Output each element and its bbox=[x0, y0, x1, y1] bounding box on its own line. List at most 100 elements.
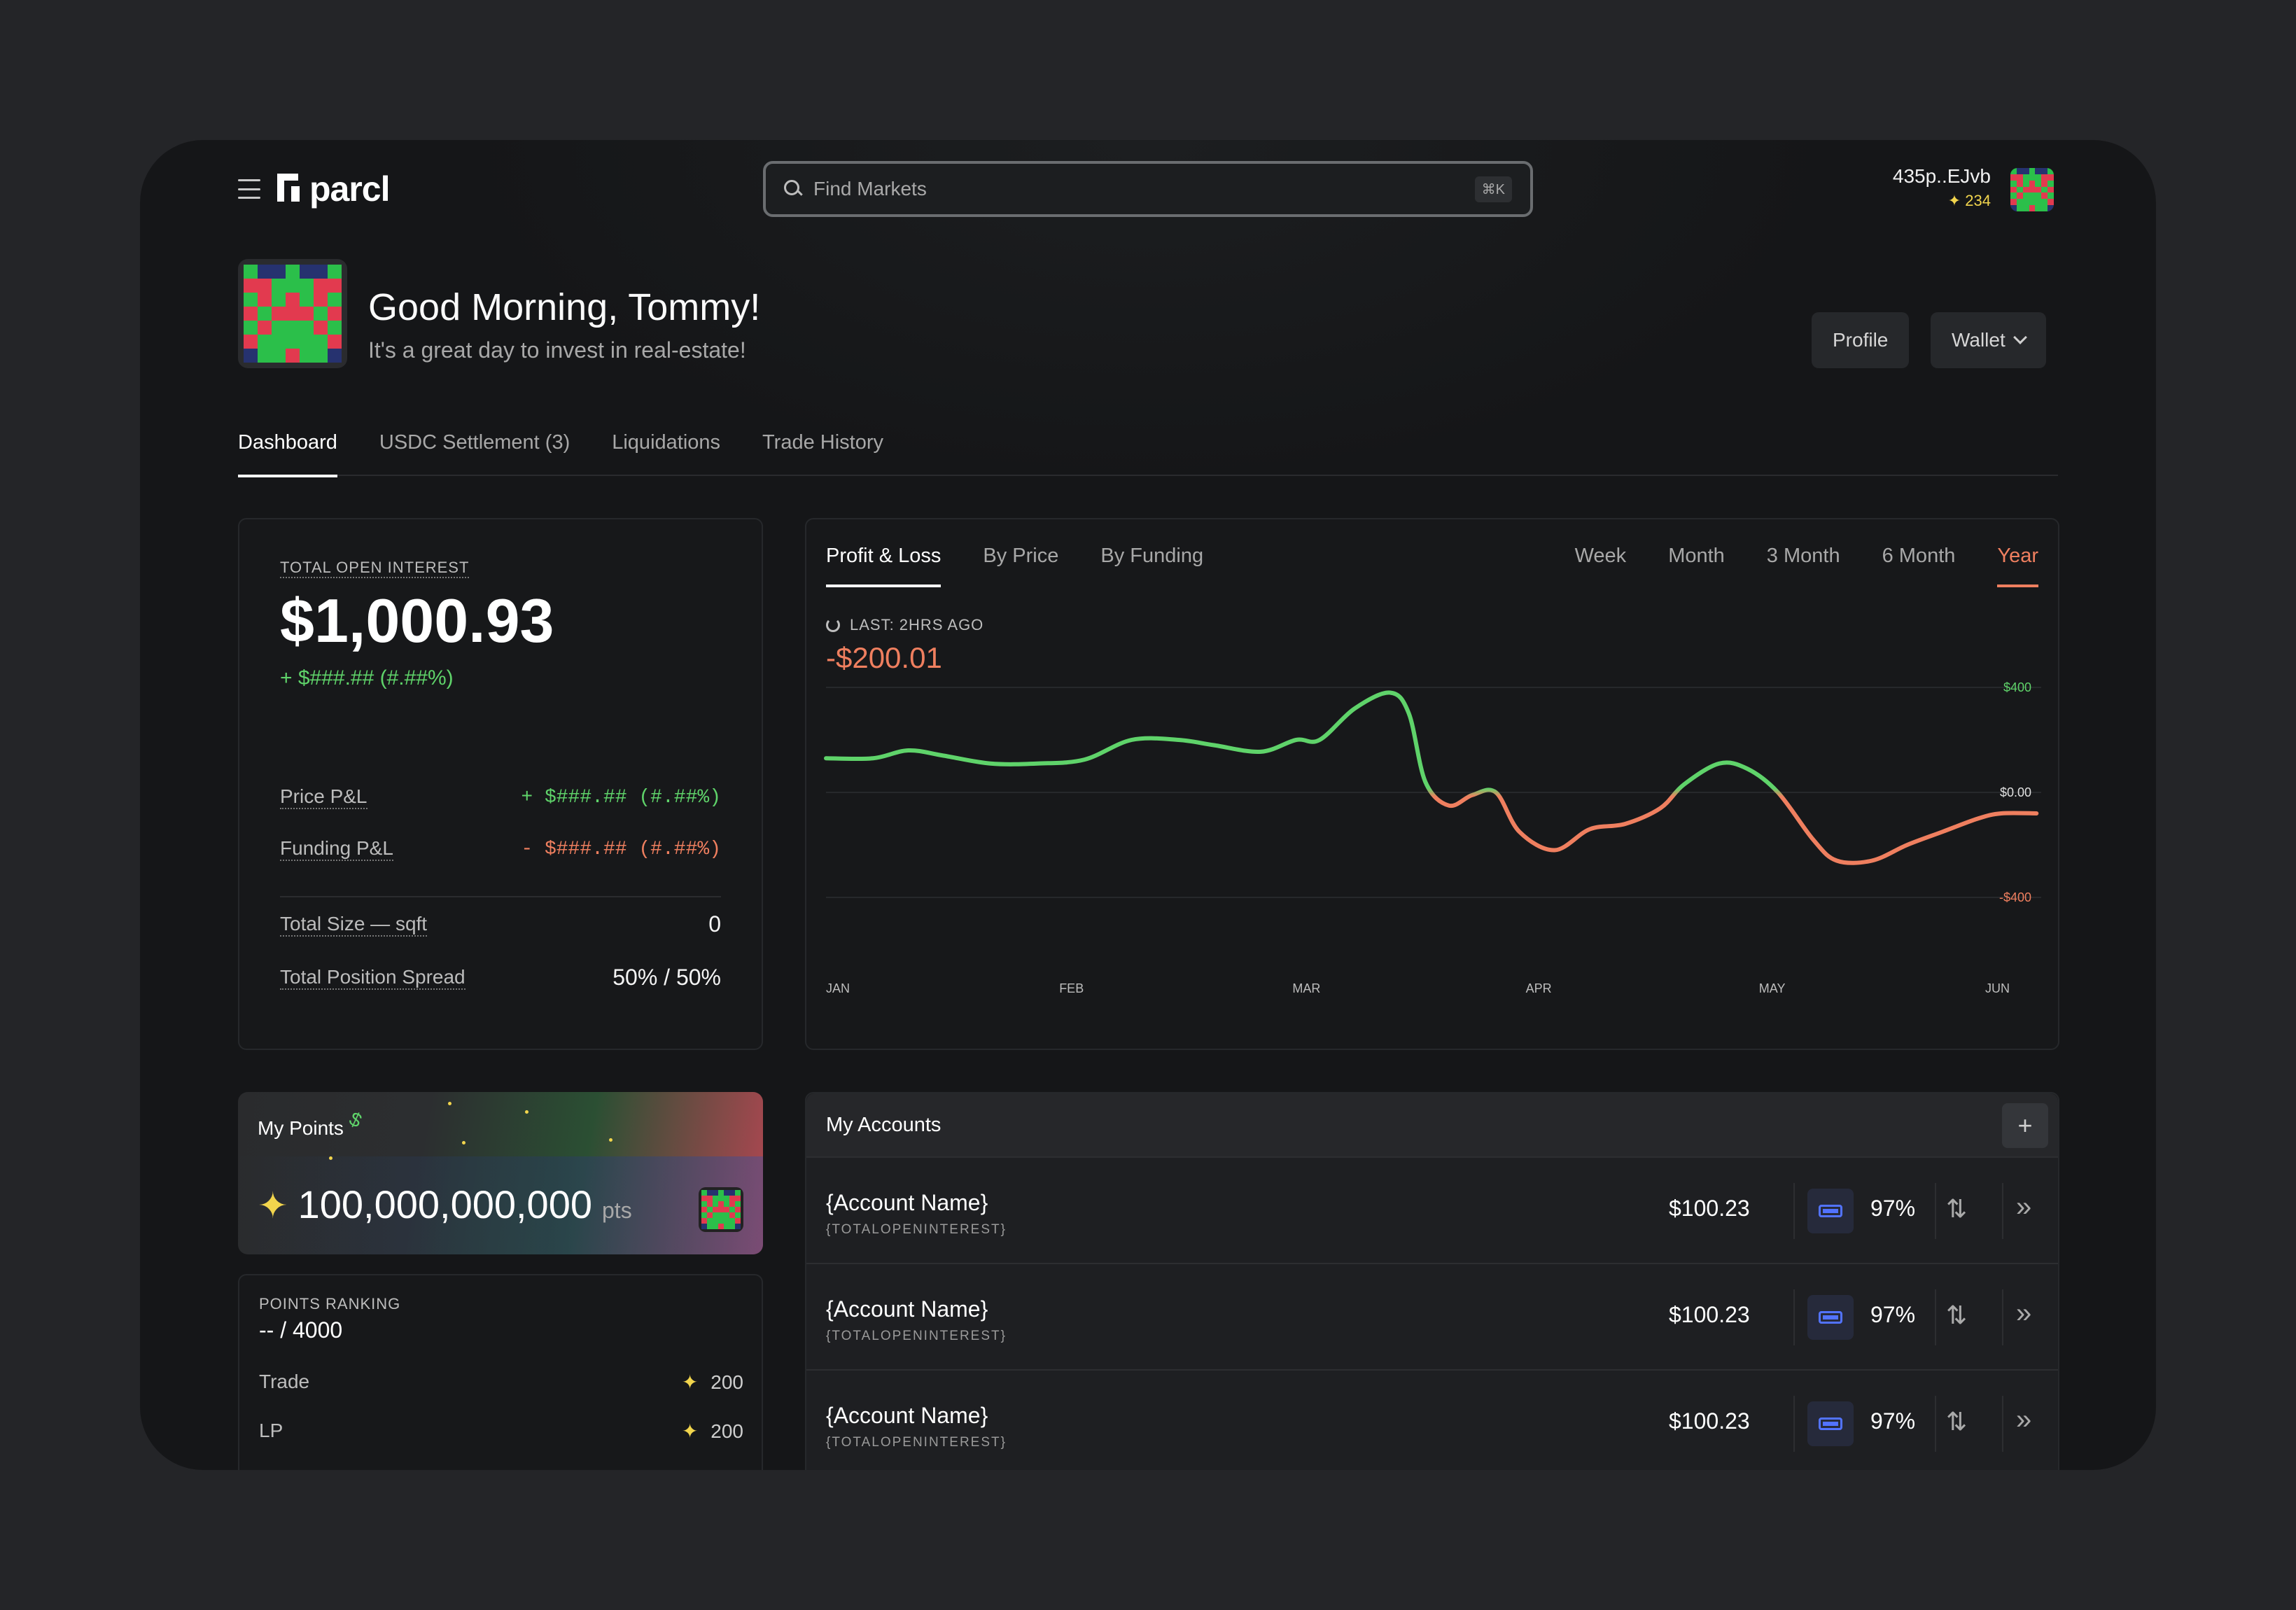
sparkle-icon bbox=[448, 1102, 451, 1105]
tab-trade-history[interactable]: Trade History bbox=[762, 431, 883, 454]
tab-profit-loss[interactable]: Profit & Loss bbox=[826, 545, 941, 587]
refresh-icon[interactable] bbox=[826, 618, 840, 632]
battery-icon bbox=[1819, 1311, 1842, 1324]
position-spread-value: 50% / 50% bbox=[612, 965, 721, 990]
price-pnl-value: + $###.## (#.##%) bbox=[521, 786, 721, 808]
double-chevron-right-icon[interactable]: » bbox=[2016, 1298, 2032, 1329]
swap-icon[interactable]: ⇅ bbox=[1946, 1301, 1968, 1329]
points-total: ✦ 100,000,000,000 pts bbox=[258, 1182, 632, 1227]
profile-button-label: Profile bbox=[1833, 329, 1889, 351]
tab-by-funding[interactable]: By Funding bbox=[1100, 545, 1204, 567]
swap-icon[interactable]: ⇅ bbox=[1946, 1194, 1968, 1223]
battery-icon bbox=[1819, 1205, 1842, 1217]
double-chevron-right-icon[interactable]: » bbox=[2016, 1404, 2032, 1435]
ranking-row-trade: Trade ✦ 200 bbox=[259, 1371, 743, 1394]
tab-liquidations[interactable]: Liquidations bbox=[612, 431, 721, 454]
range-month[interactable]: Month bbox=[1668, 545, 1725, 567]
account-row[interactable]: {Account Name} {TOTALOPENINTEREST} $100.… bbox=[806, 1158, 2058, 1264]
wallet-address: 435p..EJvb bbox=[1892, 165, 1991, 187]
user-info[interactable]: 435p..EJvb ✦ 234 bbox=[1893, 165, 1991, 210]
tab-usdc-settlement[interactable]: USDC Settlement (3) bbox=[379, 431, 570, 454]
account-name: {Account Name} bbox=[826, 1403, 988, 1428]
battery-icon bbox=[1819, 1418, 1842, 1430]
range-week[interactable]: Week bbox=[1574, 545, 1627, 567]
open-interest-value: $1,000.93 bbox=[280, 586, 554, 655]
battery-badge bbox=[1807, 1295, 1854, 1340]
pnl-value: -$200.01 bbox=[826, 641, 942, 674]
account-value: $100.23 bbox=[1669, 1196, 1750, 1221]
account-row[interactable]: {Account Name} {TOTALOPENINTEREST} $100.… bbox=[806, 1371, 2058, 1470]
open-interest-card: TOTAL OPEN INTEREST $1,000.93 + $###.## … bbox=[238, 518, 763, 1050]
tab-dashboard[interactable]: Dashboard bbox=[238, 426, 337, 477]
pnl-chart-card: $400 $0.00 -$400 JAN FEB MAR APR MAY JUN Profit … bbox=[805, 518, 2059, 1050]
funding-pnl-row: Funding P&L - $###.## (#.##%) bbox=[280, 837, 721, 861]
sparkle-icon bbox=[462, 1141, 465, 1144]
range-year[interactable]: Year bbox=[1997, 545, 2038, 587]
divider bbox=[1793, 1289, 1795, 1345]
account-percent: 97% bbox=[1870, 1408, 1916, 1434]
account-sub: {TOTALOPENINTEREST} bbox=[826, 1222, 1007, 1237]
chart-tabs: Profit & Loss By Price By Funding bbox=[826, 545, 1203, 587]
funding-pnl-label[interactable]: Funding P&L bbox=[280, 837, 393, 861]
wallet-button[interactable]: Wallet bbox=[1931, 312, 2046, 368]
divider bbox=[1935, 1183, 1936, 1239]
my-accounts-card: My Accounts + {Account Name} {TOTALOPENI… bbox=[805, 1092, 2059, 1470]
greeting-title: Good Morning, Tommy! bbox=[368, 286, 761, 328]
app-window: parcl ⌘K 435p..EJvb ✦ 234 Good Morning, … bbox=[140, 140, 2156, 1470]
price-pnl-label[interactable]: Price P&L bbox=[280, 785, 368, 809]
stats-divider bbox=[280, 896, 721, 897]
double-chevron-right-icon[interactable]: » bbox=[2016, 1191, 2032, 1222]
hamburger-menu-icon[interactable] bbox=[238, 179, 260, 199]
swap-icon[interactable]: ⇅ bbox=[1946, 1407, 1968, 1436]
total-size-value: 0 bbox=[708, 911, 721, 937]
x-tick-label: MAR bbox=[1292, 981, 1320, 995]
tab-by-price[interactable]: By Price bbox=[983, 545, 1059, 567]
chevron-down-icon bbox=[2012, 330, 2027, 344]
range-3-month[interactable]: 3 Month bbox=[1766, 545, 1840, 567]
ranking-row-label: Trade bbox=[259, 1371, 310, 1392]
points-unit: pts bbox=[602, 1198, 632, 1223]
open-interest-change: + $###.## (#.##%) bbox=[280, 666, 454, 690]
total-size-row: Total Size — sqft 0 bbox=[280, 911, 721, 937]
total-size-label[interactable]: Total Size — sqft bbox=[280, 913, 428, 937]
points-avatar bbox=[699, 1187, 743, 1232]
profile-button[interactable]: Profile bbox=[1812, 312, 1910, 368]
logo-text: parcl bbox=[309, 169, 391, 209]
wallet-button-label: Wallet bbox=[1952, 329, 2005, 351]
parcl-logo[interactable]: parcl bbox=[277, 168, 391, 210]
parcl-logo-mark bbox=[277, 174, 304, 204]
my-points-card: My Points $ ✦ 100,000,000,000 pts bbox=[238, 1092, 763, 1254]
search-icon bbox=[784, 180, 802, 198]
battery-badge bbox=[1807, 1401, 1854, 1446]
ranking-value: -- / 4000 bbox=[259, 1317, 343, 1343]
open-interest-label: TOTAL OPEN INTEREST bbox=[280, 559, 470, 578]
main-tabs: Dashboard USDC Settlement (3) Liquidatio… bbox=[238, 426, 2058, 477]
user-avatar[interactable] bbox=[2010, 168, 2054, 211]
sparkle-icon bbox=[329, 1156, 332, 1160]
account-value: $100.23 bbox=[1669, 1408, 1750, 1434]
pnl-series-line bbox=[824, 690, 2039, 865]
range-6-month[interactable]: 6 Month bbox=[1882, 545, 1956, 567]
ranking-row-value: 200 bbox=[710, 1420, 743, 1442]
search-input[interactable] bbox=[813, 178, 1475, 200]
divider bbox=[1793, 1396, 1795, 1452]
search-shortcut: ⌘K bbox=[1474, 176, 1512, 202]
search-bar[interactable]: ⌘K bbox=[763, 161, 1533, 217]
last-updated: LAST: 2HRS AGO bbox=[826, 616, 983, 634]
profile-avatar bbox=[238, 259, 347, 368]
account-row[interactable]: {Account Name} {TOTALOPENINTEREST} $100.… bbox=[806, 1264, 2058, 1371]
price-pnl-row: Price P&L + $###.## (#.##%) bbox=[280, 785, 721, 809]
account-percent: 97% bbox=[1870, 1196, 1916, 1221]
x-tick-label: JUN bbox=[1985, 981, 2010, 995]
sparkle-icon bbox=[609, 1138, 612, 1142]
points-ranking-card: POINTS RANKING -- / 4000 Trade ✦ 200 LP ✦… bbox=[238, 1274, 763, 1470]
account-percent: 97% bbox=[1870, 1302, 1916, 1327]
sparkle-icon bbox=[525, 1110, 528, 1114]
account-sub: {TOTALOPENINTEREST} bbox=[826, 1435, 1007, 1450]
position-spread-label[interactable]: Total Position Spread bbox=[280, 966, 465, 990]
dollar-icon: $ bbox=[346, 1107, 365, 1132]
greeting-subtitle: It's a great day to invest in real-estat… bbox=[368, 337, 746, 363]
accounts-header: My Accounts + bbox=[806, 1093, 2058, 1158]
star-icon: ✦ bbox=[258, 1186, 288, 1226]
add-account-button[interactable]: + bbox=[2002, 1103, 2048, 1148]
